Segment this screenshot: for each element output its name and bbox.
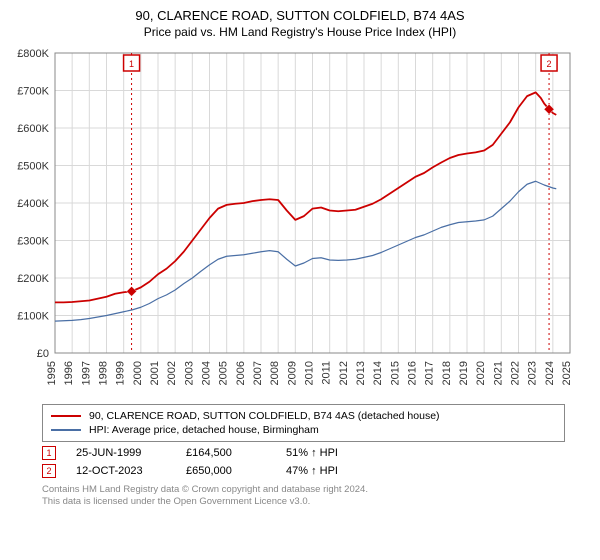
svg-text:£400K: £400K bbox=[17, 198, 49, 210]
svg-text:2011: 2011 bbox=[321, 361, 333, 385]
svg-text:2007: 2007 bbox=[252, 361, 264, 385]
sale-marker-2: 2 bbox=[42, 464, 56, 478]
svg-text:1997: 1997 bbox=[80, 361, 92, 385]
svg-text:2: 2 bbox=[547, 59, 552, 69]
svg-text:2009: 2009 bbox=[286, 361, 298, 385]
svg-text:2024: 2024 bbox=[544, 361, 556, 385]
footer-line-1: Contains HM Land Registry data © Crown c… bbox=[42, 484, 565, 496]
sale-price: £650,000 bbox=[186, 465, 266, 477]
sale-row-2: 2 12-OCT-2023 £650,000 47% ↑ HPI bbox=[42, 464, 565, 478]
svg-text:£600K: £600K bbox=[17, 123, 49, 135]
sale-pct: 51% ↑ HPI bbox=[286, 447, 338, 459]
svg-text:2001: 2001 bbox=[149, 361, 161, 385]
sale-price: £164,500 bbox=[186, 447, 266, 459]
svg-text:2006: 2006 bbox=[235, 361, 247, 385]
svg-text:2000: 2000 bbox=[132, 361, 144, 385]
sale-row-1: 1 25-JUN-1999 £164,500 51% ↑ HPI bbox=[42, 446, 565, 460]
footer-line-2: This data is licensed under the Open Gov… bbox=[42, 496, 565, 508]
svg-text:2013: 2013 bbox=[355, 361, 367, 385]
svg-text:£700K: £700K bbox=[17, 86, 49, 98]
svg-text:2023: 2023 bbox=[527, 361, 539, 385]
svg-text:£300K: £300K bbox=[17, 236, 49, 248]
sale-date: 25-JUN-1999 bbox=[76, 447, 166, 459]
svg-text:£200K: £200K bbox=[17, 273, 49, 285]
sale-marker-1: 1 bbox=[42, 446, 56, 460]
svg-text:2014: 2014 bbox=[372, 361, 384, 385]
svg-text:2003: 2003 bbox=[183, 361, 195, 385]
legend-row-hpi: HPI: Average price, detached house, Birm… bbox=[51, 423, 556, 437]
legend-row-price-paid: 90, CLARENCE ROAD, SUTTON COLDFIELD, B74… bbox=[51, 409, 556, 423]
svg-text:2008: 2008 bbox=[269, 361, 281, 385]
svg-text:1999: 1999 bbox=[115, 361, 127, 385]
footer: Contains HM Land Registry data © Crown c… bbox=[42, 484, 565, 509]
svg-text:£800K: £800K bbox=[17, 48, 49, 60]
legend: 90, CLARENCE ROAD, SUTTON COLDFIELD, B74… bbox=[42, 404, 565, 442]
legend-swatch bbox=[51, 415, 81, 417]
svg-text:2020: 2020 bbox=[475, 361, 487, 385]
chart-subtitle: Price paid vs. HM Land Registry's House … bbox=[0, 23, 600, 43]
svg-text:2002: 2002 bbox=[166, 361, 178, 385]
chart-container: £0 £100K £200K £300K £400K £500K £600K £700K £80… bbox=[0, 43, 600, 398]
svg-text:2019: 2019 bbox=[458, 361, 470, 385]
line-chart: £0 £100K £200K £300K £400K £500K £600K £700K £80… bbox=[0, 43, 600, 398]
svg-text:2012: 2012 bbox=[338, 361, 350, 385]
svg-text:2005: 2005 bbox=[218, 361, 230, 385]
svg-text:£500K: £500K bbox=[17, 161, 49, 173]
sale-date: 12-OCT-2023 bbox=[76, 465, 166, 477]
svg-text:1: 1 bbox=[129, 59, 134, 69]
svg-text:2004: 2004 bbox=[201, 361, 213, 385]
sale-pct: 47% ↑ HPI bbox=[286, 465, 338, 477]
legend-label: 90, CLARENCE ROAD, SUTTON COLDFIELD, B74… bbox=[89, 410, 440, 422]
legend-swatch bbox=[51, 429, 81, 430]
svg-text:2010: 2010 bbox=[304, 361, 316, 385]
svg-text:2016: 2016 bbox=[407, 361, 419, 385]
svg-text:2017: 2017 bbox=[424, 361, 436, 385]
svg-text:£0: £0 bbox=[37, 348, 49, 360]
svg-text:2015: 2015 bbox=[389, 361, 401, 385]
svg-text:2018: 2018 bbox=[441, 361, 453, 385]
svg-text:£100K: £100K bbox=[17, 311, 49, 323]
svg-text:2021: 2021 bbox=[492, 361, 504, 385]
legend-label: HPI: Average price, detached house, Birm… bbox=[89, 424, 319, 436]
svg-text:2025: 2025 bbox=[561, 361, 573, 385]
chart-title: 90, CLARENCE ROAD, SUTTON COLDFIELD, B74… bbox=[0, 0, 600, 23]
svg-text:1998: 1998 bbox=[98, 361, 110, 385]
svg-text:1995: 1995 bbox=[46, 361, 58, 385]
svg-text:2022: 2022 bbox=[510, 361, 522, 385]
svg-text:1996: 1996 bbox=[63, 361, 75, 385]
